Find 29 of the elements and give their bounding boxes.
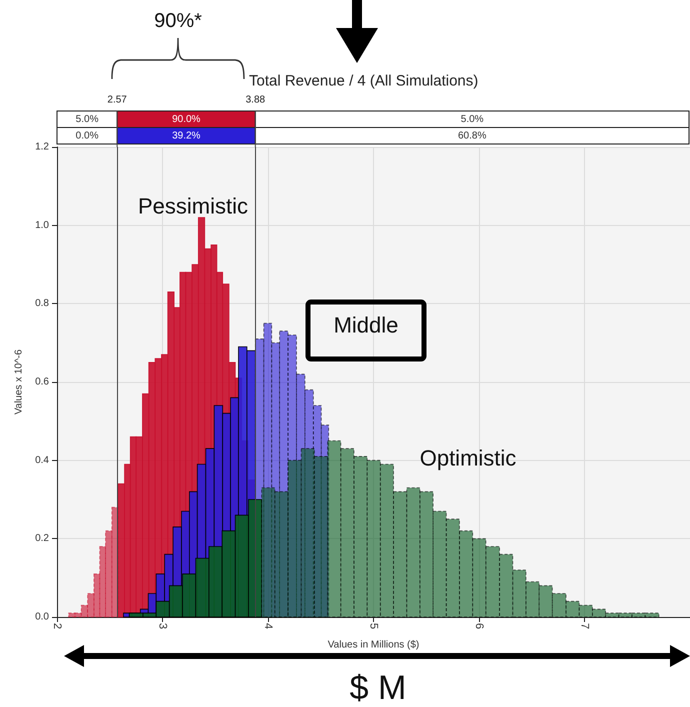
x-tick-label: 2: [51, 623, 63, 630]
text: 5.0%: [460, 114, 484, 125]
text: 5.0%: [76, 114, 99, 125]
ref-line-label: 2.57: [107, 94, 128, 106]
x-tick-label: 3: [156, 623, 168, 630]
y-tick-label: 0.0: [35, 612, 50, 622]
ref-line-label: 3.88: [246, 94, 266, 106]
x-tick-label: 6: [473, 623, 485, 630]
y-tick-label: 1.0: [35, 220, 50, 231]
text: 90%*: [154, 10, 202, 32]
x-axis-title: Values in Millions ($): [328, 640, 420, 650]
y-tick-label: 0.2: [35, 533, 50, 544]
y-tick-label: 0.8: [35, 298, 50, 310]
text: $ M: [350, 669, 406, 707]
y-tick-label: 1.2: [35, 142, 50, 152]
x-tick-label: 7: [578, 623, 590, 630]
text: 0.0%: [76, 130, 99, 142]
chart-title: Total Revenue / 4 (All Simulations): [249, 72, 478, 90]
x-tick-label: 4: [262, 623, 274, 630]
series-label: Optimistic: [420, 446, 516, 470]
y-axis-title: Values x 10^-6: [14, 349, 24, 415]
y-tick-label: 0.4: [35, 454, 50, 466]
text: 60.8%: [458, 130, 486, 142]
series-label: Pessimistic: [138, 194, 248, 218]
text: 39.2%: [172, 130, 201, 142]
y-tick-label: 0.6: [35, 376, 50, 388]
series-label: Middle: [334, 312, 398, 338]
text: 90.0%: [172, 114, 201, 125]
x-tick-label: 5: [368, 623, 380, 630]
